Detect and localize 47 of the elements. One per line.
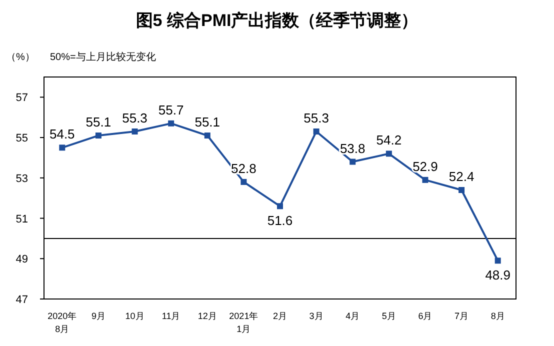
text: 50%=与上月比较无变化 (50, 51, 156, 63)
x-tick-label: 3月 (309, 311, 324, 321)
x-tick-label: 11月 (162, 311, 180, 321)
data-label: 51.6 (267, 213, 293, 228)
point (350, 158, 356, 165)
y-tick-label: 53 (16, 172, 28, 185)
y-tick-label: 51 (16, 213, 28, 226)
y-tick-label: 57 (16, 92, 28, 104)
point (59, 144, 66, 151)
data-label: 52.4 (448, 169, 474, 184)
data-label: 55.7 (158, 102, 184, 118)
data-label: 55.1 (194, 114, 220, 130)
chart-title: 图5 综合PMI产出指数（经季节调整） (136, 11, 418, 30)
data-label: 48.9 (485, 268, 510, 283)
point (132, 128, 138, 134)
x-tick-label: 2月 (272, 311, 288, 321)
y-tick-label: 55 (16, 132, 28, 145)
data-label: 54.5 (50, 126, 75, 142)
data-label: 53.8 (340, 140, 366, 156)
x-tick-label: 5月 (382, 311, 396, 321)
point (240, 178, 247, 185)
y-tick-label: 47 (16, 294, 28, 306)
point (168, 120, 174, 126)
x-tick-label: 7月 (454, 311, 469, 321)
point (494, 258, 501, 264)
point (458, 187, 465, 194)
y-tick-label: 49 (16, 254, 28, 266)
data-label: 54.2 (376, 132, 402, 148)
x-tick-label: 10月 (125, 311, 144, 321)
x-tick-label: 4月 (346, 311, 360, 321)
data-label: 52.9 (412, 158, 438, 174)
data-label: 55.1 (86, 114, 112, 130)
x-tick-label: 8月 (490, 311, 505, 321)
point (204, 132, 210, 139)
data-label: 55.3 (304, 110, 329, 126)
point (422, 176, 428, 183)
point (386, 150, 392, 157)
point (313, 128, 320, 134)
point (95, 132, 102, 139)
x-tick-label: 9月 (91, 311, 106, 321)
x-tick-label: 6月 (418, 311, 432, 321)
x-tick-label: 2020年 8月 (48, 311, 77, 334)
point (277, 203, 283, 210)
x-tick-label: 2021年 1月 (229, 311, 258, 334)
x-tick-label: 12月 (198, 311, 217, 321)
data-label: 55.3 (122, 110, 148, 126)
y-axis-title: （%） (6, 52, 35, 63)
